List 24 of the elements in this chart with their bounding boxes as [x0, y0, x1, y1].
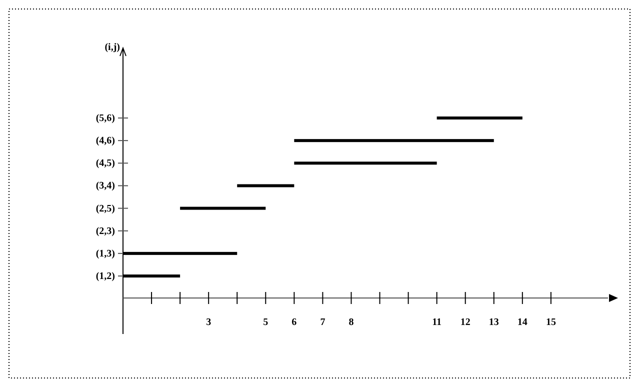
x-tick-label: 3	[206, 317, 212, 328]
x-tick-label: 6	[292, 317, 297, 328]
bar	[294, 139, 494, 142]
bar	[237, 184, 294, 188]
y-tick-label: (3,4)	[96, 180, 115, 192]
x-tick-label: 5	[263, 317, 268, 328]
y-tick-label: (4,6)	[96, 136, 115, 147]
x-tick-label: 13	[488, 317, 499, 328]
x-tick-label: 15	[546, 317, 556, 328]
bar	[180, 206, 266, 210]
bar	[436, 116, 522, 120]
x-tick-label: 12	[460, 317, 470, 328]
y-tick-label: (5,6)	[96, 113, 115, 124]
x-tick-label: 8	[348, 317, 354, 328]
y-tick-label: (2,5)	[96, 203, 115, 214]
y-tick-label: (4,5)	[96, 158, 115, 170]
text: (i,j)	[104, 42, 120, 53]
x-tick-label: 14	[517, 317, 528, 328]
bar	[294, 162, 437, 165]
y-tick-label: (1,3)	[96, 248, 115, 260]
y-tick-label: (2,3)	[96, 226, 115, 237]
x-tick-label: 11	[432, 317, 442, 328]
y-tick-label: (1,2)	[96, 271, 115, 282]
x-tick-label: 7	[320, 317, 326, 328]
